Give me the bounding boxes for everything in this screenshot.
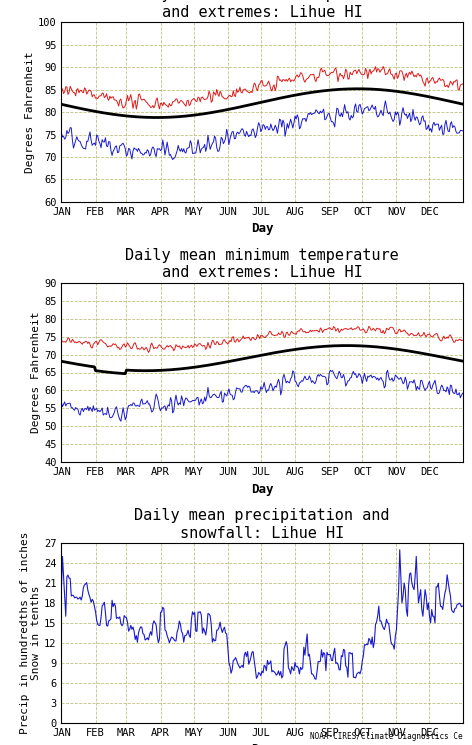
Text: NOAA-CIRES/Climate Diagnostics Ce: NOAA-CIRES/Climate Diagnostics Ce xyxy=(310,732,463,741)
X-axis label: Day: Day xyxy=(251,743,273,745)
X-axis label: Day: Day xyxy=(251,222,273,235)
Y-axis label: Precip in hundredths of inches
Snow in tenths: Precip in hundredths of inches Snow in t… xyxy=(20,532,41,734)
Title: Daily mean maximum temperature
and extremes: Lihue HI: Daily mean maximum temperature and extre… xyxy=(125,0,399,20)
Title: Daily mean minimum temperature
and extremes: Lihue HI: Daily mean minimum temperature and extre… xyxy=(125,248,399,280)
Y-axis label: Degrees Fahrenheit: Degrees Fahrenheit xyxy=(31,311,41,434)
Y-axis label: Degrees Fahrenheit: Degrees Fahrenheit xyxy=(25,51,35,173)
X-axis label: Day: Day xyxy=(251,483,273,495)
Title: Daily mean precipitation and
snowfall: Lihue HI: Daily mean precipitation and snowfall: L… xyxy=(134,508,390,541)
